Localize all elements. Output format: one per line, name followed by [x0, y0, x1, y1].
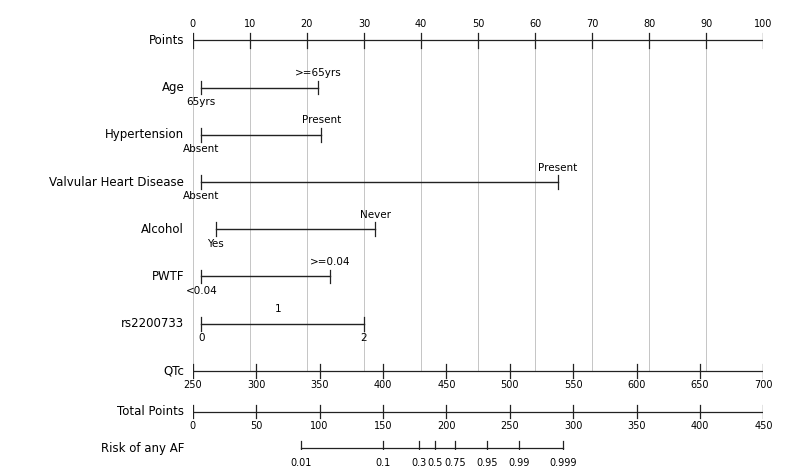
Text: 60: 60 [529, 19, 541, 29]
Text: 0: 0 [190, 19, 196, 29]
Text: 40: 40 [415, 19, 427, 29]
Text: Hypertension: Hypertension [105, 129, 184, 141]
Text: 100: 100 [754, 19, 773, 29]
Text: Never: Never [360, 210, 391, 220]
Text: Absent: Absent [183, 144, 220, 154]
Text: 0.01: 0.01 [290, 458, 312, 468]
Text: 90: 90 [700, 19, 712, 29]
Text: 650: 650 [691, 380, 709, 390]
Text: 400: 400 [691, 421, 709, 431]
Text: 65yrs: 65yrs [187, 97, 216, 107]
Text: 20: 20 [301, 19, 313, 29]
Text: 70: 70 [586, 19, 598, 29]
Text: 200: 200 [437, 421, 456, 431]
Text: 150: 150 [374, 421, 392, 431]
Text: Total Points: Total Points [117, 405, 184, 418]
Text: 550: 550 [564, 380, 582, 390]
Text: 0: 0 [198, 333, 205, 343]
Text: 600: 600 [627, 380, 646, 390]
Text: 2: 2 [360, 333, 368, 343]
Text: 400: 400 [374, 380, 392, 390]
Text: 0.5: 0.5 [427, 458, 442, 468]
Text: 0: 0 [190, 421, 196, 431]
Text: 700: 700 [754, 380, 773, 390]
Text: 1: 1 [275, 304, 282, 314]
Text: 250: 250 [501, 421, 519, 431]
Text: >=65yrs: >=65yrs [295, 68, 342, 78]
Text: Risk of any AF: Risk of any AF [101, 442, 184, 454]
Text: 0.75: 0.75 [445, 458, 466, 468]
Text: 350: 350 [310, 380, 329, 390]
Text: <0.04: <0.04 [186, 286, 217, 296]
Text: Yes: Yes [207, 239, 224, 249]
Text: 0.99: 0.99 [508, 458, 530, 468]
Text: 250: 250 [183, 380, 202, 390]
Text: 500: 500 [501, 380, 519, 390]
Text: 30: 30 [358, 19, 370, 29]
Text: 450: 450 [754, 421, 773, 431]
Text: Absent: Absent [183, 191, 220, 202]
Text: >=0.04: >=0.04 [309, 257, 350, 267]
Text: 50: 50 [472, 19, 484, 29]
Text: 0.1: 0.1 [375, 458, 390, 468]
Text: Alcohol: Alcohol [142, 223, 184, 236]
Text: Present: Present [301, 115, 341, 125]
Text: 100: 100 [310, 421, 329, 431]
Text: 10: 10 [244, 19, 256, 29]
Text: 0.999: 0.999 [549, 458, 577, 468]
Text: Valvular Heart Disease: Valvular Heart Disease [50, 175, 184, 189]
Text: Age: Age [161, 81, 184, 94]
Text: 50: 50 [250, 421, 262, 431]
Text: 80: 80 [643, 19, 656, 29]
Text: 300: 300 [564, 421, 582, 431]
Text: 0.95: 0.95 [476, 458, 497, 468]
Text: PWTF: PWTF [152, 270, 184, 283]
Text: rs2200733: rs2200733 [121, 317, 184, 330]
Text: Points: Points [149, 34, 184, 47]
Text: 0.3: 0.3 [411, 458, 426, 468]
Text: 450: 450 [437, 380, 456, 390]
Text: QTc: QTc [164, 364, 184, 378]
Text: 350: 350 [627, 421, 646, 431]
Text: 300: 300 [247, 380, 265, 390]
Text: Present: Present [538, 163, 578, 173]
